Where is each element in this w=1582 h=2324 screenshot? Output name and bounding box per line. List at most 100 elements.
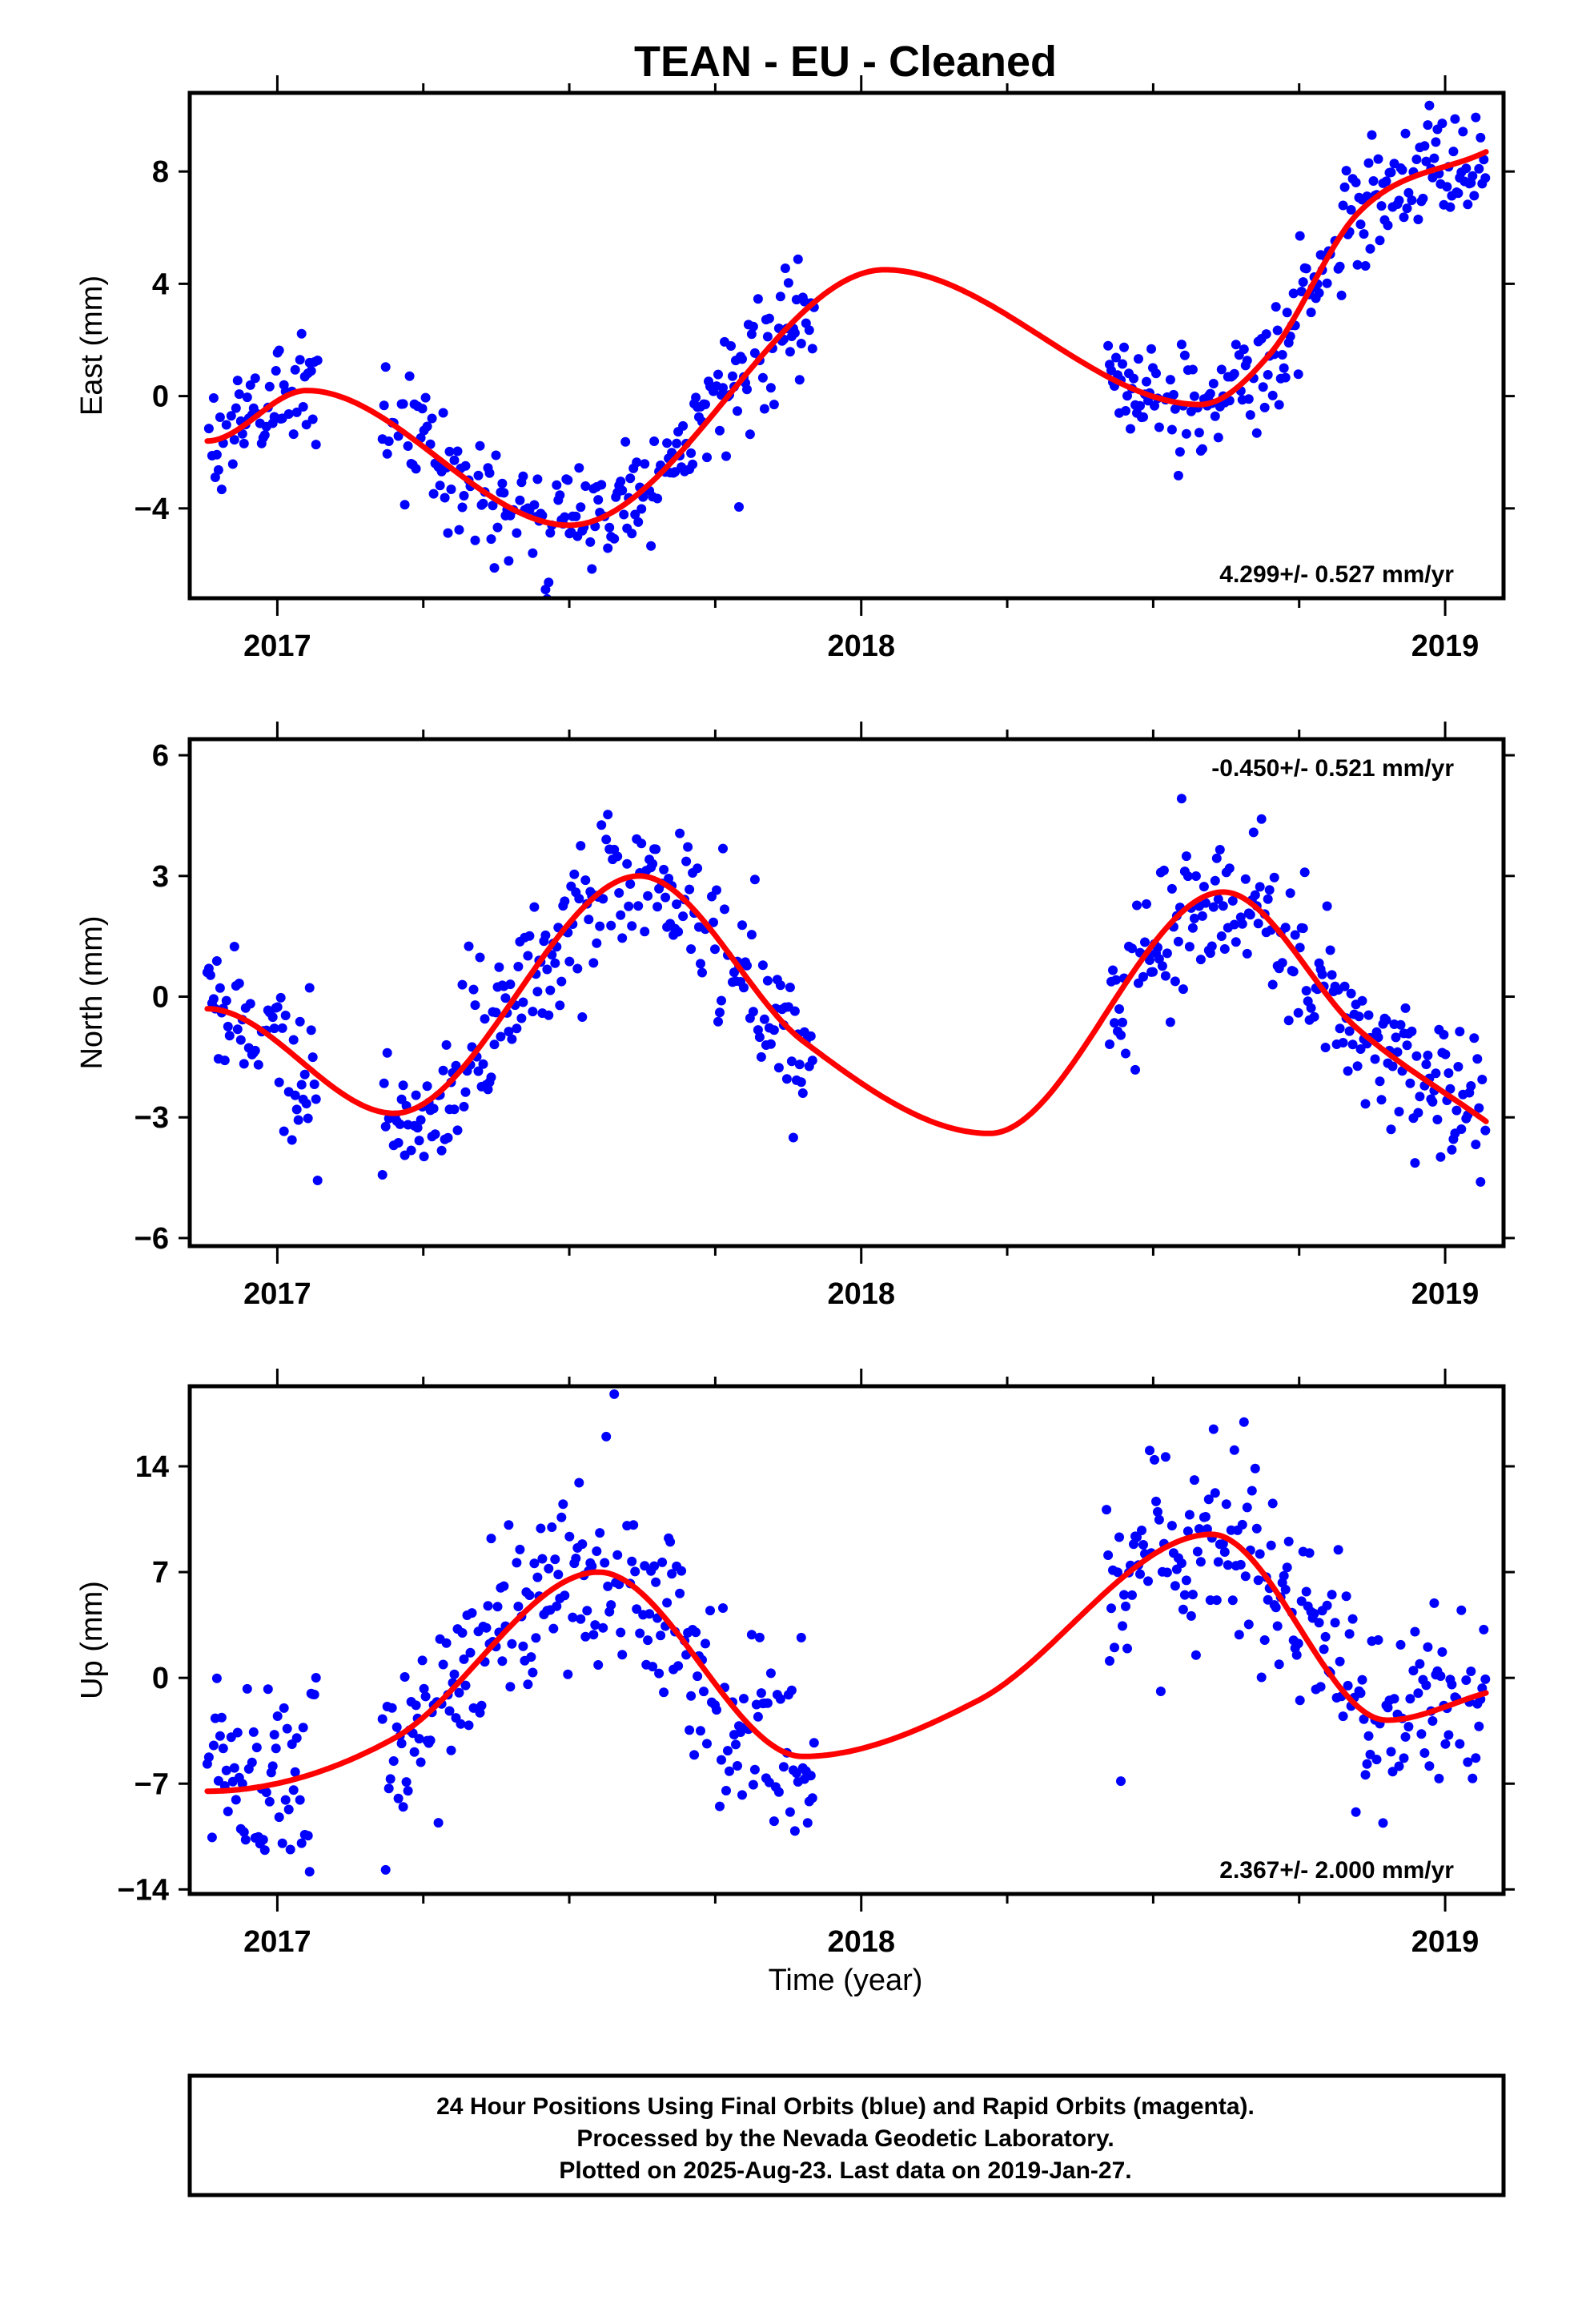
data-point: [753, 1025, 763, 1035]
data-point: [1157, 961, 1167, 971]
data-point: [404, 371, 415, 381]
data-point: [377, 1714, 387, 1724]
data-point: [464, 941, 474, 951]
data-point: [1299, 867, 1310, 878]
data-point: [688, 459, 698, 469]
data-point: [1335, 1023, 1345, 1034]
data-point: [280, 1795, 291, 1805]
data-point: [612, 1550, 623, 1560]
data-point: [1306, 1003, 1316, 1013]
data-point: [1339, 182, 1350, 192]
data-point: [683, 842, 693, 852]
data-point: [295, 1016, 305, 1027]
data-point: [430, 1129, 440, 1140]
data-point: [229, 1763, 239, 1773]
data-point: [1325, 945, 1335, 955]
data-point: [223, 1021, 233, 1031]
data-point: [1247, 1486, 1257, 1496]
data-point: [253, 1059, 263, 1070]
data-point: [379, 400, 389, 411]
data-point: [1240, 1571, 1251, 1582]
data-point: [564, 956, 575, 967]
data-point: [1170, 976, 1180, 987]
data-point: [775, 1694, 785, 1704]
data-point: [1291, 1650, 1302, 1660]
data-point: [476, 1700, 487, 1711]
data-point: [435, 480, 445, 491]
data-point: [486, 1072, 496, 1083]
data-point: [678, 420, 689, 431]
data-point: [1309, 1608, 1319, 1618]
north-ytick-label: −6: [135, 1222, 169, 1256]
data-point: [473, 1066, 484, 1076]
data-point: [1480, 1125, 1491, 1136]
data-point: [287, 1135, 297, 1145]
data-point: [1427, 1096, 1438, 1107]
data-point: [1395, 1639, 1406, 1650]
data-point: [1105, 1039, 1114, 1049]
data-point: [1216, 364, 1227, 375]
data-point: [1391, 1032, 1401, 1043]
data-point: [505, 1682, 516, 1692]
data-point: [612, 851, 623, 862]
data-point: [1145, 955, 1154, 965]
data-point: [728, 371, 737, 381]
data-point: [1279, 1570, 1289, 1581]
data-point: [1176, 1558, 1186, 1568]
data-point: [746, 930, 757, 940]
data-point: [598, 1622, 608, 1633]
east-ytick-label: 0: [152, 380, 169, 414]
data-point: [223, 1807, 233, 1816]
data-point: [1314, 1618, 1324, 1628]
north-data: [202, 794, 1491, 1187]
east-xtick-label: 2017: [243, 629, 311, 663]
data-point: [769, 1025, 779, 1035]
data-point: [452, 1125, 463, 1136]
data-point: [552, 1601, 562, 1611]
data-point: [518, 997, 528, 1007]
data-point: [1440, 1049, 1451, 1059]
data-point: [1351, 177, 1361, 187]
north-xtick-label: 2017: [243, 1277, 311, 1311]
data-point: [425, 1735, 436, 1746]
data-point: [1370, 1054, 1380, 1064]
data-point: [414, 1136, 424, 1146]
data-point: [1208, 902, 1219, 912]
data-point: [1259, 402, 1270, 412]
data-point: [258, 1835, 268, 1845]
up-rate-label: 2.367+/- 2.000 mm/yr: [1219, 1857, 1454, 1884]
data-point: [528, 548, 538, 558]
data-point: [1251, 1523, 1262, 1534]
data-point: [1165, 1017, 1175, 1027]
data-point: [307, 414, 318, 424]
north-ytick-label: 0: [152, 981, 169, 1015]
data-point: [272, 1002, 283, 1012]
data-point: [500, 993, 511, 1003]
data-point: [259, 1845, 270, 1856]
data-point: [646, 541, 656, 551]
data-point: [577, 1012, 588, 1022]
data-point: [1242, 1502, 1252, 1513]
data-point: [1162, 948, 1172, 959]
data-point: [1405, 1078, 1415, 1088]
data-point: [540, 930, 551, 940]
data-point: [1153, 1506, 1162, 1517]
data-point: [1320, 1631, 1331, 1642]
data-point: [558, 1499, 568, 1510]
data-point: [377, 1170, 387, 1180]
data-point: [1213, 432, 1223, 443]
data-point: [797, 1088, 808, 1098]
data-point: [783, 278, 793, 288]
data-point: [753, 294, 763, 304]
data-point: [675, 1588, 685, 1598]
data-point: [1195, 1557, 1206, 1567]
data-point: [603, 1581, 613, 1591]
data-point: [1223, 1560, 1233, 1570]
data-point: [1415, 1092, 1425, 1102]
data-point: [1448, 147, 1459, 157]
data-point: [1218, 901, 1228, 911]
data-point: [1315, 1682, 1326, 1692]
data-point: [393, 431, 404, 441]
data-point: [529, 1558, 540, 1569]
data-point: [1317, 969, 1327, 979]
